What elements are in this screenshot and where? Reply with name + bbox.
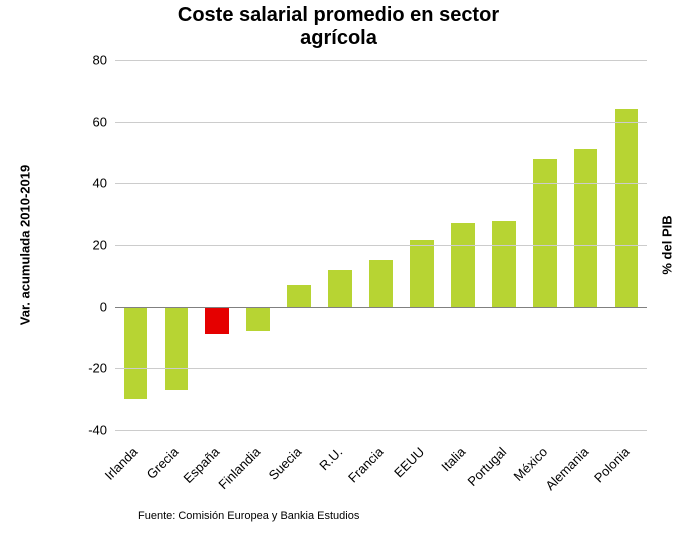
- bar: [124, 307, 148, 400]
- y-tick-label: 60: [93, 114, 107, 129]
- title-line-1: Coste salarial promedio en sector: [178, 4, 499, 26]
- gridline: [115, 60, 647, 61]
- bar: [451, 223, 475, 306]
- bar: [205, 307, 229, 335]
- chart-container: Coste salarial promedio en sector agríco…: [0, 0, 677, 533]
- source-text: Fuente: Comisión Europea y Bankia Estudi…: [138, 510, 359, 522]
- y-axis-label-left: Var. acumulada 2010-2019: [18, 165, 33, 325]
- bar: [410, 240, 434, 306]
- x-tick-label: México: [469, 444, 550, 525]
- bar: [533, 159, 557, 307]
- y-tick-label: 20: [93, 238, 107, 253]
- gridline: [115, 183, 647, 184]
- x-tick-label: Italia: [387, 444, 468, 525]
- bar: [165, 307, 189, 390]
- gridline: [115, 122, 647, 123]
- bar: [328, 270, 352, 307]
- bar: [369, 260, 393, 306]
- baseline: [115, 307, 647, 308]
- y-tick-label: 80: [93, 53, 107, 68]
- y-tick-label: 40: [93, 176, 107, 191]
- gridline: [115, 430, 647, 431]
- gridline: [115, 368, 647, 369]
- bar: [246, 307, 270, 332]
- x-tick-label: Polonia: [551, 444, 632, 525]
- bar: [492, 221, 516, 307]
- plot-area: -40-20020406080IrlandaGreciaEspañaFinlan…: [115, 60, 647, 430]
- bar: [574, 149, 598, 306]
- y-tick-label: 0: [100, 299, 107, 314]
- chart-title: Coste salarial promedio en sector agríco…: [0, 4, 677, 50]
- x-tick-label: Alemania: [510, 444, 591, 525]
- x-tick-label: Portugal: [428, 444, 509, 525]
- y-tick-label: -40: [88, 423, 107, 438]
- gridline: [115, 245, 647, 246]
- y-axis-label-right: % del PIB: [660, 215, 675, 274]
- bar: [287, 285, 311, 307]
- y-tick-label: -20: [88, 361, 107, 376]
- bar: [615, 109, 639, 306]
- title-line-2: agrícola: [300, 27, 377, 49]
